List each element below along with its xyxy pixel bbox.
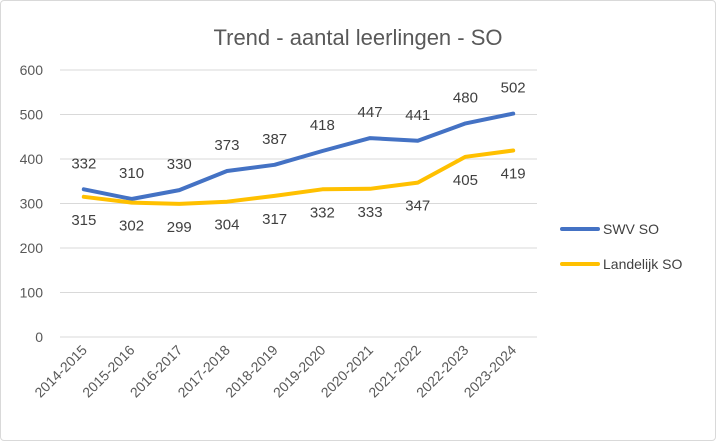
y-tick-label: 200 (20, 240, 44, 256)
y-tick-label: 500 (20, 107, 44, 123)
data-label: 480 (453, 89, 478, 106)
legend-label: Landelijk SO (603, 256, 682, 272)
data-label: 441 (405, 107, 430, 124)
data-label: 302 (119, 218, 144, 235)
data-label: 387 (262, 131, 287, 148)
data-label: 317 (262, 211, 287, 228)
data-label: 373 (214, 137, 239, 154)
data-label: 332 (71, 155, 96, 172)
data-label: 418 (310, 117, 335, 134)
legend-label: SWV SO (603, 221, 659, 237)
data-label: 405 (453, 172, 478, 189)
data-label: 304 (214, 217, 239, 234)
series-line-0 (81, 111, 516, 201)
data-label: 347 (405, 198, 430, 215)
data-label: 447 (358, 104, 383, 121)
series-line-1 (81, 148, 516, 206)
data-label: 315 (71, 212, 96, 229)
data-label: 333 (358, 204, 383, 221)
x-tick-label: 2023-2024 (461, 342, 520, 401)
data-label: 502 (501, 80, 526, 97)
data-label: 330 (167, 156, 192, 173)
data-label: 299 (167, 219, 192, 236)
y-tick-label: 400 (20, 151, 44, 167)
chart-title: Trend - aantal leerlingen - SO (214, 25, 503, 50)
y-tick-label: 600 (20, 62, 44, 78)
y-tick-label: 300 (20, 196, 44, 212)
y-tick-label: 0 (35, 329, 43, 345)
data-label: 310 (119, 165, 144, 182)
data-label: 332 (310, 204, 335, 221)
y-tick-label: 100 (20, 285, 44, 301)
data-label: 419 (501, 166, 526, 183)
